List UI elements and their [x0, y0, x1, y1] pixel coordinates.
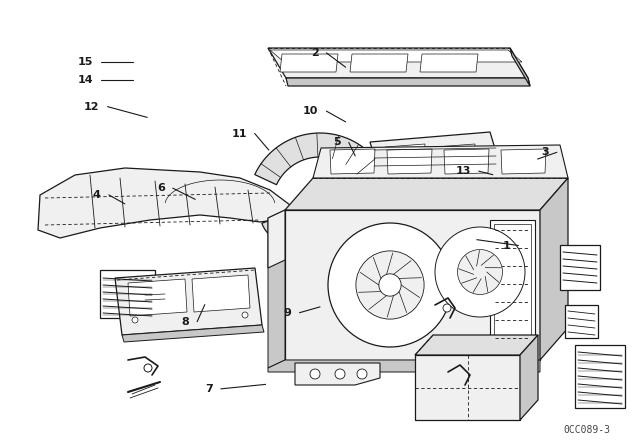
Circle shape [242, 312, 248, 318]
Text: 15: 15 [77, 57, 93, 67]
Polygon shape [383, 144, 425, 173]
Polygon shape [370, 132, 502, 182]
Polygon shape [262, 219, 318, 243]
Polygon shape [350, 54, 408, 72]
Polygon shape [115, 268, 262, 335]
Polygon shape [565, 305, 598, 338]
Circle shape [310, 369, 320, 379]
Text: 11: 11 [231, 129, 247, 138]
Circle shape [357, 369, 367, 379]
Polygon shape [433, 144, 475, 173]
Text: 5: 5 [333, 138, 341, 147]
Polygon shape [540, 178, 568, 360]
Polygon shape [415, 335, 538, 355]
Polygon shape [285, 210, 540, 360]
Circle shape [458, 250, 502, 294]
Polygon shape [286, 78, 530, 86]
Polygon shape [122, 325, 264, 342]
Circle shape [443, 304, 451, 312]
Text: 2: 2 [310, 48, 319, 58]
Polygon shape [255, 133, 382, 185]
Text: 10: 10 [303, 106, 319, 116]
Text: 7: 7 [205, 384, 212, 394]
Polygon shape [510, 48, 530, 86]
Polygon shape [520, 335, 538, 420]
Polygon shape [575, 345, 625, 408]
Polygon shape [100, 270, 155, 318]
Polygon shape [313, 145, 568, 178]
Text: 3: 3 [541, 147, 548, 157]
Polygon shape [420, 54, 478, 72]
Text: 14: 14 [77, 75, 93, 85]
Text: 4: 4 [93, 190, 101, 200]
Polygon shape [128, 279, 187, 316]
Text: 9: 9 [284, 308, 292, 318]
Polygon shape [501, 149, 546, 174]
Polygon shape [330, 149, 375, 174]
Polygon shape [268, 48, 528, 78]
Circle shape [328, 223, 452, 347]
Text: 0CC089-3: 0CC089-3 [563, 425, 610, 435]
Circle shape [335, 369, 345, 379]
Circle shape [144, 364, 152, 372]
Polygon shape [494, 224, 531, 341]
Circle shape [435, 227, 525, 317]
Circle shape [356, 251, 424, 319]
Polygon shape [560, 245, 600, 290]
Polygon shape [415, 355, 520, 420]
Polygon shape [192, 275, 250, 312]
Polygon shape [280, 54, 338, 72]
Circle shape [132, 317, 138, 323]
Text: 1: 1 [502, 241, 511, 250]
Polygon shape [444, 149, 489, 174]
Circle shape [379, 274, 401, 296]
Text: 13: 13 [455, 166, 471, 176]
Text: 12: 12 [84, 102, 100, 112]
Text: 8: 8 [181, 317, 189, 327]
Polygon shape [285, 178, 568, 210]
Polygon shape [268, 210, 285, 268]
Polygon shape [268, 360, 540, 372]
Polygon shape [295, 363, 380, 385]
Polygon shape [270, 50, 522, 62]
Polygon shape [490, 220, 535, 345]
Text: 6: 6 [157, 183, 165, 193]
Polygon shape [387, 149, 432, 174]
Polygon shape [38, 168, 290, 238]
Polygon shape [382, 172, 504, 190]
Polygon shape [268, 210, 285, 368]
